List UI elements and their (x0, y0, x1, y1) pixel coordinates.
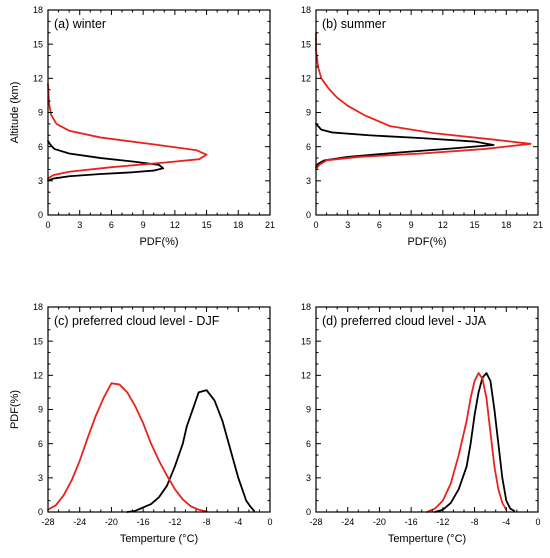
panel-title-b: (b) summer (322, 17, 386, 31)
y-tick-label-b-0: 0 (306, 210, 311, 220)
y-axis-label-c: PDF(%) (9, 390, 21, 429)
x-axis-label-a: PDF(%) (139, 236, 178, 248)
panel-d: -28 -24 -20 -16 -12 -8 -4 0 0 3 6 9 12 15 18 (d) prefer… (301, 302, 541, 545)
series-line-a-2 (47, 83, 208, 180)
x-axis-label-d: Temperture (°C) (388, 533, 466, 545)
panel-c: -28 -24 -20 -16 -12 -8 -4 0 0 3 6 9 12 15 18 (c) prefer… (9, 302, 273, 545)
x-tick-label-a-0: 0 (45, 220, 50, 230)
x-tick-label-a-1: 3 (77, 220, 82, 230)
series-line-a-1 (47, 140, 165, 182)
y-tick-label-d-6: 18 (301, 302, 311, 312)
y-tick-label-d-2: 6 (306, 439, 311, 449)
x-tick-label-b-3: 9 (409, 220, 414, 230)
panel-title-a: (a) winter (54, 17, 106, 31)
plot-frame-c (47, 306, 271, 513)
x-tick-label-c-7: 0 (267, 517, 272, 527)
x-tick-label-b-5: 15 (470, 220, 480, 230)
x-tick-label-a-7: 21 (265, 220, 275, 230)
y-tick-label-b-2: 6 (306, 142, 311, 152)
x-tick-label-c-4: -12 (168, 517, 181, 527)
y-tick-label-c-4: 12 (33, 371, 43, 381)
y-tick-label-c-2: 6 (38, 439, 43, 449)
y-tick-label-c-5: 15 (33, 336, 43, 346)
y-tick-label-a-2: 6 (38, 142, 43, 152)
y-tick-label-a-4: 12 (33, 74, 43, 84)
y-tick-label-d-3: 9 (306, 405, 311, 415)
x-tick-label-d-6: -4 (502, 517, 510, 527)
x-tick-label-b-0: 0 (313, 220, 318, 230)
x-tick-label-c-0: -28 (41, 517, 54, 527)
x-tick-label-d-2: -20 (373, 517, 386, 527)
x-axis-label-b: PDF(%) (407, 236, 446, 248)
y-tick-label-a-5: 15 (33, 39, 43, 49)
series-line-d-2 (426, 372, 508, 513)
y-tick-label-d-4: 12 (301, 371, 311, 381)
x-tick-label-d-7: 0 (535, 517, 540, 527)
x-tick-label-a-2: 6 (109, 220, 114, 230)
y-tick-label-b-5: 15 (301, 39, 311, 49)
series-line-b-1 (315, 122, 495, 169)
x-tick-label-b-1: 3 (345, 220, 350, 230)
x-tick-label-c-2: -20 (105, 517, 118, 527)
y-tick-label-b-1: 3 (306, 176, 311, 186)
series-line-c-1 (126, 389, 256, 513)
plot-frame-b (315, 9, 539, 216)
x-tick-label-a-3: 9 (141, 220, 146, 230)
x-tick-label-c-6: -4 (234, 517, 242, 527)
x-axis-label-c: Temperture (°C) (120, 533, 198, 545)
y-tick-label-c-3: 9 (38, 405, 43, 415)
y-axis-label-a: Altitude (km) (9, 82, 21, 144)
x-tick-label-d-4: -12 (436, 517, 449, 527)
y-tick-label-a-0: 0 (38, 210, 43, 220)
plot-frame-d (315, 306, 539, 513)
y-tick-label-b-6: 18 (301, 5, 311, 15)
y-tick-label-a-6: 18 (33, 5, 43, 15)
x-tick-label-d-1: -24 (341, 517, 354, 527)
series-line-c-2 (47, 382, 208, 513)
plot-frame-a (47, 9, 271, 216)
y-tick-label-a-3: 9 (38, 108, 43, 118)
series-line-b-2 (315, 31, 532, 171)
y-tick-label-b-4: 12 (301, 74, 311, 84)
panel-title-d: (d) preferred cloud level - JJA (322, 314, 487, 328)
y-tick-label-b-3: 9 (306, 108, 311, 118)
panel-a: 0 3 6 9 12 15 18 21 0 3 6 9 12 15 18 (a) winter PDF(%) Al… (9, 5, 275, 248)
x-tick-label-c-5: -8 (203, 517, 211, 527)
panel-b: 0 3 6 9 12 15 18 21 0 3 6 9 12 15 18 (b) summer PDF(%) (301, 5, 543, 248)
x-tick-label-b-4: 12 (438, 220, 448, 230)
y-tick-label-c-1: 3 (38, 473, 43, 483)
panel-title-c: (c) preferred cloud level - DJF (54, 314, 220, 328)
x-tick-label-c-1: -24 (73, 517, 86, 527)
y-tick-label-d-1: 3 (306, 473, 311, 483)
x-tick-label-b-2: 6 (377, 220, 382, 230)
y-tick-label-a-1: 3 (38, 176, 43, 186)
x-tick-label-d-0: -28 (309, 517, 322, 527)
x-tick-label-a-4: 12 (170, 220, 180, 230)
y-tick-label-c-6: 18 (33, 302, 43, 312)
y-tick-label-d-5: 15 (301, 336, 311, 346)
y-tick-label-d-0: 0 (306, 507, 311, 517)
x-tick-label-b-7: 21 (533, 220, 543, 230)
x-tick-label-a-6: 18 (233, 220, 243, 230)
x-tick-label-d-5: -8 (471, 517, 479, 527)
x-tick-label-c-3: -16 (137, 517, 150, 527)
x-tick-label-b-6: 18 (501, 220, 511, 230)
x-tick-label-a-5: 15 (202, 220, 212, 230)
x-tick-label-d-3: -16 (405, 517, 418, 527)
y-tick-label-c-0: 0 (38, 507, 43, 517)
